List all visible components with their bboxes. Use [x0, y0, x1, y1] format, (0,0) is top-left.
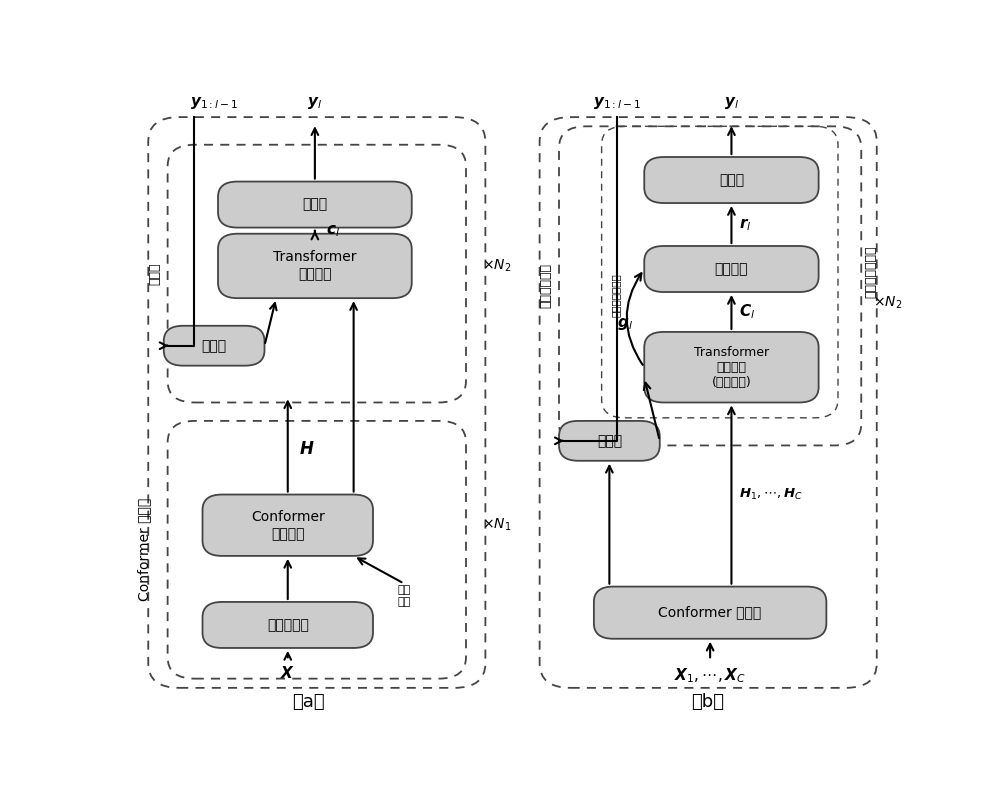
Text: $\boldsymbol{X}_1,\cdots,\boldsymbol{X}_C$: $\boldsymbol{X}_1,\cdots,\boldsymbol{X}_…: [674, 666, 746, 685]
FancyBboxPatch shape: [644, 246, 819, 292]
Text: $\boldsymbol{C}_l$: $\boldsymbol{C}_l$: [739, 303, 755, 321]
Text: 嵌入层: 嵌入层: [597, 434, 622, 448]
Text: $\times \mathit{N}_2$: $\times \mathit{N}_2$: [873, 295, 902, 311]
Text: 嵌入层: 嵌入层: [202, 339, 227, 353]
Text: 流注意力解码器: 流注意力解码器: [864, 245, 877, 298]
Text: Conformer
编码器层: Conformer 编码器层: [251, 509, 325, 541]
Text: Conformer 编码器: Conformer 编码器: [658, 606, 762, 620]
FancyBboxPatch shape: [644, 157, 819, 203]
FancyBboxPatch shape: [164, 326, 264, 366]
Text: $\boldsymbol{r}_l$: $\boldsymbol{r}_l$: [739, 216, 752, 233]
Text: 次优一致解路径: 次优一致解路径: [611, 273, 621, 317]
Text: $\boldsymbol{y}_l$: $\boldsymbol{y}_l$: [307, 95, 322, 111]
Text: 输出层: 输出层: [719, 173, 744, 187]
Text: （a）: （a）: [292, 693, 325, 711]
Text: 卷积下采样: 卷积下采样: [267, 618, 309, 632]
Text: $\times \mathit{N}_1$: $\times \mathit{N}_1$: [482, 517, 511, 533]
FancyBboxPatch shape: [644, 332, 819, 402]
FancyBboxPatch shape: [218, 234, 412, 298]
Text: $\boldsymbol{X}$: $\boldsymbol{X}$: [280, 665, 295, 681]
Text: 位置
编码: 位置 编码: [397, 585, 411, 607]
FancyBboxPatch shape: [202, 602, 373, 648]
Text: 流注意力: 流注意力: [715, 262, 748, 276]
Text: Transformer
解码器层
(无前向层): Transformer 解码器层 (无前向层): [694, 346, 769, 389]
FancyBboxPatch shape: [202, 494, 373, 556]
FancyBboxPatch shape: [218, 182, 412, 228]
Text: $\boldsymbol{y}_{1:l-1}$: $\boldsymbol{y}_{1:l-1}$: [593, 95, 641, 111]
Text: $\times \mathit{N}_2$: $\times \mathit{N}_2$: [482, 257, 511, 274]
Text: Transformer
解码器层: Transformer 解码器层: [273, 250, 357, 281]
Text: $\boldsymbol{y}_{1:l-1}$: $\boldsymbol{y}_{1:l-1}$: [190, 95, 238, 111]
Text: $\boldsymbol{g}_l$: $\boldsymbol{g}_l$: [617, 316, 633, 332]
Text: $\boldsymbol{H}_1,\cdots,\boldsymbol{H}_C$: $\boldsymbol{H}_1,\cdots,\boldsymbol{H}_…: [739, 487, 803, 502]
FancyBboxPatch shape: [559, 421, 660, 461]
Text: $\boldsymbol{H}$: $\boldsymbol{H}$: [299, 439, 315, 457]
Text: 解码器: 解码器: [148, 262, 161, 285]
FancyBboxPatch shape: [594, 587, 826, 638]
Text: $\boldsymbol{y}_l$: $\boldsymbol{y}_l$: [724, 95, 739, 111]
Text: $\boldsymbol{c}_l$: $\boldsymbol{c}_l$: [326, 223, 341, 238]
Text: 输出层: 输出层: [302, 198, 327, 211]
Text: （b）: （b）: [691, 693, 724, 711]
Text: Conformer 编码器: Conformer 编码器: [137, 498, 151, 602]
Text: 多通道解码器: 多通道解码器: [539, 263, 552, 308]
